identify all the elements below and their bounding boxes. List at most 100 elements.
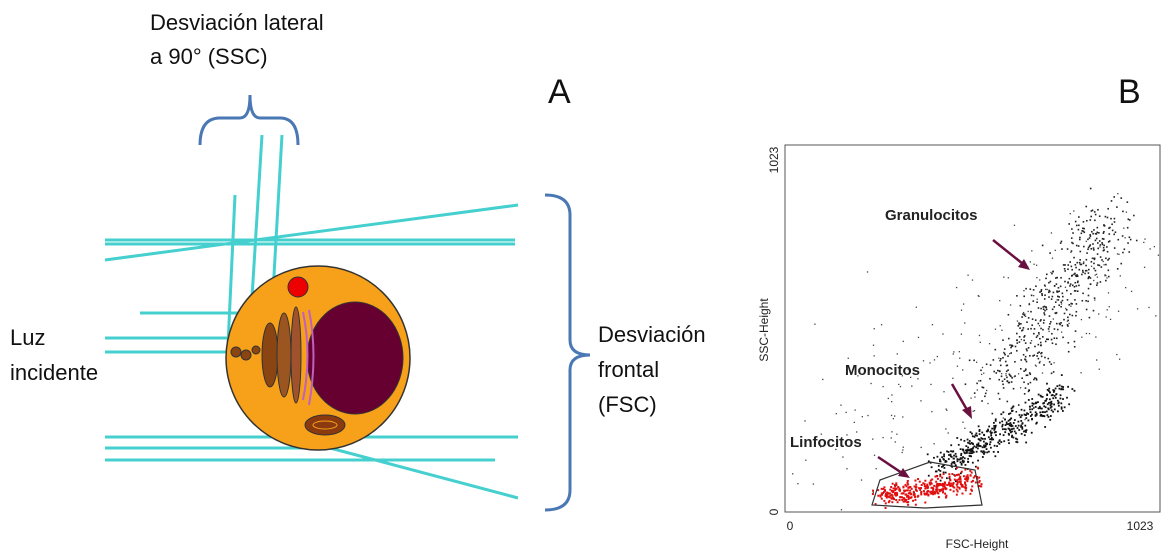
- dot: [1004, 378, 1006, 380]
- dot: [964, 457, 966, 459]
- dot: [1040, 320, 1042, 322]
- dot: [943, 467, 945, 469]
- dot: [1070, 252, 1071, 253]
- dot: [1090, 283, 1092, 285]
- dot: [1023, 290, 1024, 291]
- dot: [986, 363, 988, 365]
- dot: [980, 380, 982, 382]
- dot: [924, 488, 926, 490]
- dot: [1055, 277, 1057, 279]
- dot: [1031, 414, 1033, 416]
- dot: [993, 451, 995, 453]
- dot: [1091, 261, 1093, 263]
- dot: [911, 488, 913, 490]
- dot: [1089, 317, 1091, 319]
- dot: [1034, 328, 1036, 330]
- dot: [933, 457, 935, 459]
- dot: [1069, 261, 1071, 263]
- dot: [1086, 241, 1087, 242]
- dot: [1074, 341, 1076, 343]
- dot: [1099, 369, 1100, 370]
- dot: [1054, 409, 1056, 411]
- dot: [983, 445, 985, 447]
- dot: [1033, 407, 1035, 409]
- dot: [1050, 272, 1051, 273]
- dot: [1037, 299, 1038, 300]
- dot: [914, 495, 916, 497]
- dot: [923, 490, 925, 492]
- dot: [877, 495, 879, 497]
- dot: [999, 398, 1001, 400]
- dot: [1062, 293, 1064, 295]
- dot: [999, 300, 1000, 301]
- dot: [1086, 333, 1087, 334]
- dot: [1053, 371, 1055, 373]
- dot: [1105, 275, 1106, 276]
- incident-label-1: Luz: [10, 325, 45, 350]
- dot: [932, 324, 933, 325]
- dot: [883, 486, 885, 488]
- dot: [1062, 296, 1064, 298]
- dot: [977, 460, 979, 462]
- dot: [1078, 245, 1080, 247]
- dot: [909, 492, 911, 494]
- dot: [915, 484, 917, 486]
- dot: [1078, 229, 1080, 231]
- dot: [963, 461, 965, 463]
- dot: [1007, 355, 1009, 357]
- dot: [1063, 264, 1065, 266]
- dot: [1002, 339, 1004, 341]
- dot: [1112, 230, 1114, 232]
- dot: [969, 442, 971, 444]
- dot: [1062, 388, 1064, 390]
- dot: [1025, 431, 1027, 433]
- dot: [957, 490, 959, 492]
- dot: [949, 489, 951, 491]
- dot: [960, 453, 962, 455]
- dot: [1071, 228, 1073, 230]
- dot: [1019, 414, 1021, 416]
- dot: [1033, 289, 1035, 291]
- dot: [1044, 426, 1046, 428]
- x-tick-label: 1023: [1127, 519, 1154, 533]
- dot: [1030, 342, 1032, 344]
- dot: [1062, 300, 1064, 302]
- dot: [995, 329, 996, 330]
- dot: [959, 488, 961, 490]
- dot: [933, 443, 934, 444]
- dot: [1039, 325, 1040, 326]
- dot: [1085, 300, 1087, 302]
- dot: [1017, 325, 1019, 327]
- dot: [842, 456, 843, 457]
- dot: [900, 386, 901, 387]
- dot: [1113, 196, 1115, 198]
- dot: [1008, 439, 1010, 441]
- dot: [1000, 325, 1001, 326]
- dot: [1115, 231, 1117, 233]
- dot: [1033, 379, 1035, 381]
- dot: [1067, 264, 1069, 266]
- dot: [979, 433, 981, 435]
- dot: [996, 445, 998, 447]
- dot: [1136, 240, 1138, 242]
- dot: [1102, 238, 1104, 240]
- dot: [1117, 193, 1118, 194]
- dot: [1082, 293, 1084, 295]
- dot: [1033, 354, 1035, 356]
- dot: [1067, 248, 1069, 250]
- dot: [937, 492, 939, 494]
- dot: [990, 438, 992, 440]
- dot: [1084, 231, 1086, 233]
- dot: [980, 342, 981, 343]
- dot: [973, 360, 975, 362]
- dot: [1148, 307, 1149, 308]
- dot: [1029, 372, 1031, 374]
- dot: [848, 358, 849, 359]
- dot: [1004, 354, 1006, 356]
- dot: [1045, 400, 1047, 402]
- dot: [1107, 251, 1109, 253]
- dot: [1051, 409, 1053, 411]
- dot: [1110, 319, 1111, 320]
- dot: [973, 445, 975, 447]
- dot: [1004, 418, 1006, 420]
